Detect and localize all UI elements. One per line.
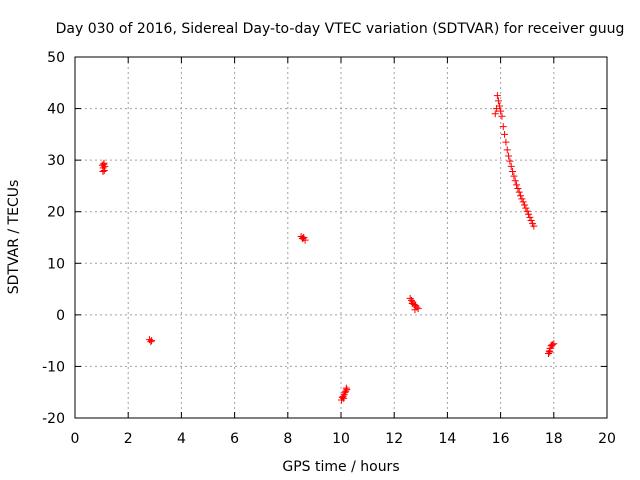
data-point <box>548 341 556 349</box>
data-point <box>100 159 108 167</box>
data-point <box>147 338 155 346</box>
data-point <box>343 386 351 394</box>
data-point <box>148 337 156 345</box>
y-tick-label: 40 <box>47 102 65 118</box>
data-point <box>407 296 415 304</box>
data-point <box>340 394 348 402</box>
data-point <box>493 92 501 100</box>
data-point <box>342 384 350 392</box>
x-tick-label: 16 <box>492 431 510 447</box>
data-point <box>515 188 523 196</box>
data-point <box>299 234 307 242</box>
data-point <box>507 162 515 170</box>
data-point <box>523 207 531 215</box>
data-point <box>522 204 530 212</box>
data-point <box>546 348 554 356</box>
data-point <box>526 213 534 221</box>
x-tick-label: 18 <box>545 431 563 447</box>
data-point <box>414 305 422 313</box>
y-axis-label: SDTVAR / TECUs <box>6 180 22 295</box>
x-tick-label: 0 <box>71 431 80 447</box>
data-point <box>503 146 511 154</box>
y-tick-label: 50 <box>47 50 65 66</box>
data-point <box>101 162 109 170</box>
y-tick-label: -20 <box>42 411 65 427</box>
data-point <box>506 157 514 165</box>
x-tick-label: 8 <box>283 431 292 447</box>
x-tick-label: 14 <box>438 431 456 447</box>
data-point <box>517 192 525 200</box>
data-point <box>521 201 529 209</box>
data-point <box>497 107 505 115</box>
data-point <box>342 387 350 395</box>
data-point <box>494 97 502 105</box>
data-point <box>501 130 509 138</box>
data-point <box>502 138 510 146</box>
axes: 0 2 4 6 8 10 12 14 16 18 20 -20 -10 0 10 20 30 40 50 <box>42 50 616 447</box>
data-point <box>505 152 513 160</box>
data-point <box>498 112 506 120</box>
y-tick-label: 10 <box>47 256 65 272</box>
data-point <box>510 172 518 180</box>
data-point <box>408 300 416 308</box>
x-tick-label: 20 <box>598 431 616 447</box>
x-tick-label: 2 <box>124 431 133 447</box>
data-point <box>496 102 504 110</box>
data-point <box>499 123 507 131</box>
data-points <box>98 92 558 404</box>
data-point <box>511 177 519 185</box>
x-tick-label: 6 <box>230 431 239 447</box>
chart-title: Day 030 of 2016, Sidereal Day-to-day VTE… <box>56 21 625 37</box>
data-point <box>525 210 533 218</box>
data-point <box>518 195 526 203</box>
data-point <box>527 216 535 224</box>
data-point <box>519 198 527 206</box>
x-tick-label: 4 <box>177 431 186 447</box>
data-point <box>530 222 538 230</box>
x-axis-label: GPS time / hours <box>282 459 399 475</box>
data-point <box>548 341 556 349</box>
y-tick-label: -10 <box>42 359 65 375</box>
data-point <box>411 306 419 314</box>
x-tick-label: 10 <box>332 431 350 447</box>
y-tick-label: 20 <box>47 205 65 221</box>
grid <box>75 57 607 418</box>
data-point <box>100 166 108 174</box>
x-tick-label: 12 <box>385 431 403 447</box>
data-point <box>99 167 107 175</box>
data-point <box>514 185 522 193</box>
y-tick-label: 30 <box>47 153 65 169</box>
data-point <box>513 181 521 189</box>
data-point <box>509 167 517 175</box>
data-point <box>491 110 499 118</box>
y-tick-label: 0 <box>56 308 65 324</box>
